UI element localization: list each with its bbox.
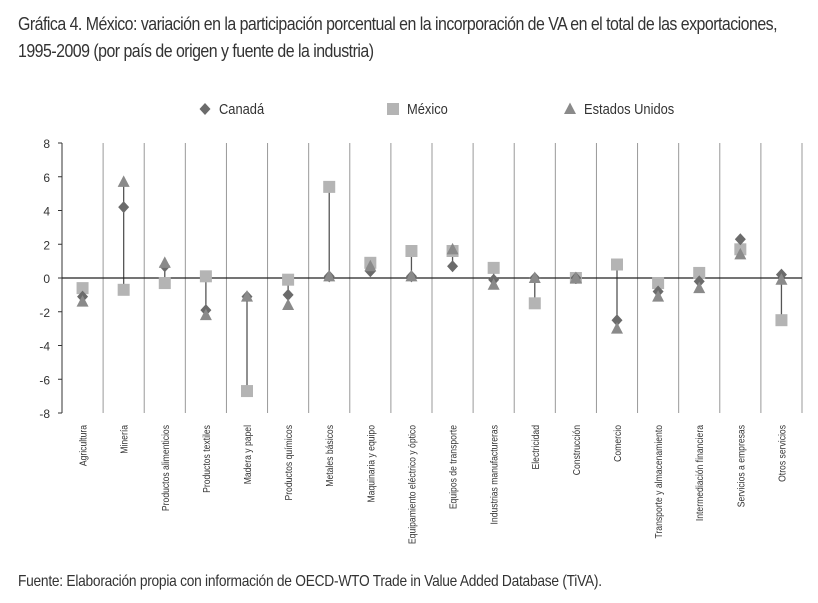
triangle-point (775, 273, 788, 285)
x-tick-label: Equipos de transporte (448, 425, 460, 509)
x-tick-label: Intermediación financiera (694, 424, 706, 521)
series-estados-unidos (76, 175, 788, 334)
legend-label: Estados Unidos (584, 100, 674, 117)
y-tick-label: -8 (39, 407, 50, 421)
square-point (405, 245, 418, 257)
x-tick-label: Productos alimenticios (160, 425, 172, 511)
triangle-point (528, 271, 541, 283)
triangle-point (446, 242, 459, 255)
triangle-point (323, 269, 336, 282)
x-tick-label: Electricidad (530, 425, 542, 469)
y-tick-label: -4 (39, 340, 50, 354)
square-point (487, 261, 500, 274)
triangle-point (652, 290, 665, 302)
triangle-point (117, 175, 130, 187)
square-point (775, 314, 788, 327)
diamond-point (611, 314, 623, 327)
legend-diamond-icon (199, 103, 211, 115)
chart-title: Gráfica 4. México: variación en la parti… (18, 13, 778, 61)
triangle-point (158, 256, 171, 268)
triangle-point (282, 298, 295, 310)
legend-label: México (407, 100, 448, 117)
x-tick-label: Otros servicios (777, 425, 789, 482)
x-tick-label: Construcción (571, 425, 583, 475)
triangle-point (569, 271, 582, 283)
square-point (117, 283, 130, 296)
diamond-point (734, 233, 746, 246)
square-point (528, 297, 541, 310)
square-point (652, 277, 665, 290)
diamond-point (447, 260, 459, 273)
x-tick-label: Productos químicos (283, 425, 295, 501)
x-tick-label: Madera y papel (242, 425, 254, 484)
y-tick-label: -6 (39, 373, 50, 387)
triangle-point (611, 322, 623, 334)
x-tick-label: Equipamiento eléctrico y óptico (407, 425, 419, 544)
triangle-point (364, 259, 377, 272)
y-tick-label: 6 (43, 171, 50, 185)
triangle-point (199, 308, 212, 321)
y-tick-label: 4 (43, 205, 50, 219)
square-point (241, 385, 253, 398)
triangle-point (241, 290, 253, 302)
legend-triangle-icon (564, 102, 576, 114)
square-point (611, 258, 623, 271)
square-point (199, 270, 212, 283)
diamond-point (118, 201, 130, 214)
square-point (282, 273, 295, 286)
x-tick-label: Productos textiles (201, 425, 213, 493)
diamond-point (693, 275, 705, 288)
x-tick-label: Comercio (612, 425, 624, 462)
triangle-point (734, 247, 747, 260)
triangle-point (487, 278, 500, 290)
source-note: Fuente: Elaboración propia con informaci… (18, 573, 602, 590)
y-tick-label: 2 (43, 238, 50, 252)
x-tick-label: Minería (119, 424, 131, 453)
square-point (158, 277, 171, 290)
square-point (693, 266, 706, 279)
x-tick-label: Maquinaria y equipo (366, 425, 378, 502)
triangle-point (76, 295, 89, 307)
x-tick-label: Industrias manufactureras (489, 425, 501, 525)
y-tick-label: 8 (43, 137, 50, 151)
legend-square-icon (387, 103, 399, 115)
legend-label: Canadá (219, 100, 264, 117)
y-tick-label: 0 (43, 272, 50, 286)
triangle-point (693, 281, 706, 294)
diamond-point (282, 288, 294, 301)
triangle-point (405, 269, 418, 282)
y-tick-label: -2 (39, 306, 50, 320)
x-tick-label: Agricultura (78, 424, 90, 466)
square-point (76, 282, 89, 295)
x-tick-label: Metales básicos (324, 425, 336, 487)
square-point (323, 180, 336, 193)
x-tick-label: Servicios a empresas (736, 425, 748, 507)
x-tick-label: Transporte y almacenamiento (653, 425, 665, 538)
